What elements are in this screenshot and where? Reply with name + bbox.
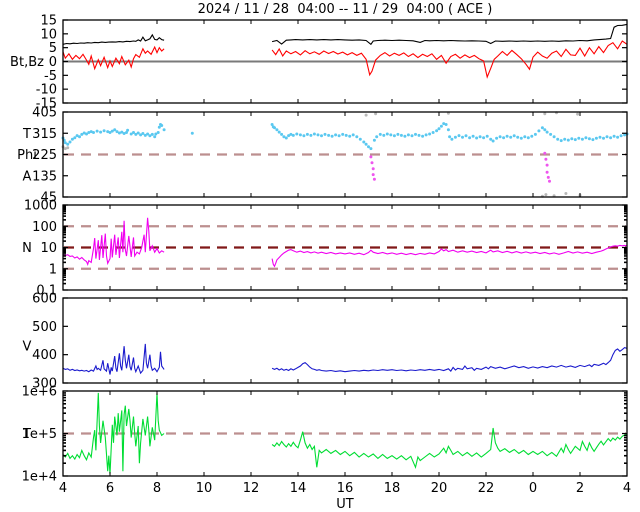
svg-text:2: 2 — [576, 481, 584, 496]
panel-speed: 300 400 500 600 V — [23, 292, 628, 392]
svg-text:1e+5: 1e+5 — [22, 427, 57, 442]
svg-text:135: 135 — [32, 169, 57, 184]
svg-text:300: 300 — [32, 377, 57, 392]
svg-text:10: 10 — [40, 241, 57, 256]
svg-text:20: 20 — [431, 481, 448, 496]
svg-text:16: 16 — [337, 481, 354, 496]
svg-text:225: 225 — [32, 148, 57, 163]
svg-text:-15: -15 — [36, 97, 57, 112]
svg-text:T: T — [22, 427, 31, 442]
svg-text:0: 0 — [529, 481, 537, 496]
svg-text:600: 600 — [32, 292, 57, 307]
plot-title: 2024 / 11 / 28 04:00 -- 11 / 29 04:00 ( … — [197, 2, 493, 17]
svg-text:V: V — [23, 340, 32, 355]
panel-density: 0.1 1 10 100 1000 N — [22, 199, 628, 299]
svg-text:400: 400 — [32, 348, 57, 363]
svg-text:-5: -5 — [44, 69, 57, 84]
svg-text:315: 315 — [32, 127, 57, 142]
series-Phi-flagged — [61, 111, 582, 198]
svg-text:100: 100 — [32, 220, 57, 235]
svg-text:10: 10 — [40, 27, 57, 42]
svg-text:6: 6 — [106, 481, 114, 496]
series-Phi-outliers — [369, 151, 551, 183]
svg-text:1000: 1000 — [24, 199, 57, 214]
panel-temperature: 4 6 8 10 12 14 16 18 20 22 0 2 41e+41e+51e+6T — [22, 385, 632, 497]
svg-text:Phi: Phi — [17, 148, 37, 163]
svg-text:5: 5 — [49, 41, 57, 56]
svg-text:0.1: 0.1 — [36, 284, 57, 299]
svg-text:4: 4 — [623, 481, 631, 496]
svg-text:14: 14 — [290, 481, 307, 496]
series-Phi — [61, 122, 629, 151]
svg-text:Bt,Bz: Bt,Bz — [10, 55, 44, 70]
svg-text:1e+4: 1e+4 — [22, 470, 57, 485]
svg-text:T: T — [22, 127, 31, 142]
svg-text:N: N — [22, 241, 32, 256]
series-N — [62, 217, 628, 268]
svg-text:UT: UT — [336, 497, 354, 512]
series-Bt — [62, 23, 628, 46]
svg-text:22: 22 — [478, 481, 495, 496]
svg-text:8: 8 — [153, 481, 161, 496]
svg-text:A: A — [23, 169, 32, 184]
series-V — [62, 343, 628, 375]
svg-text:1e+6: 1e+6 — [22, 385, 57, 400]
svg-text:10: 10 — [196, 481, 213, 496]
svg-text:15: 15 — [40, 14, 57, 29]
svg-text:405: 405 — [32, 106, 57, 121]
svg-text:12: 12 — [243, 481, 260, 496]
svg-text:500: 500 — [32, 320, 57, 335]
svg-text:4: 4 — [59, 481, 67, 496]
svg-text:45: 45 — [40, 191, 57, 206]
svg-text:1: 1 — [49, 262, 57, 277]
svg-text:0: 0 — [49, 55, 57, 70]
x-axis-label: UT — [336, 497, 354, 512]
series-T — [62, 392, 628, 475]
svg-text:18: 18 — [384, 481, 401, 496]
series-Bz — [62, 40, 628, 79]
svg-text:-10: -10 — [36, 83, 57, 98]
